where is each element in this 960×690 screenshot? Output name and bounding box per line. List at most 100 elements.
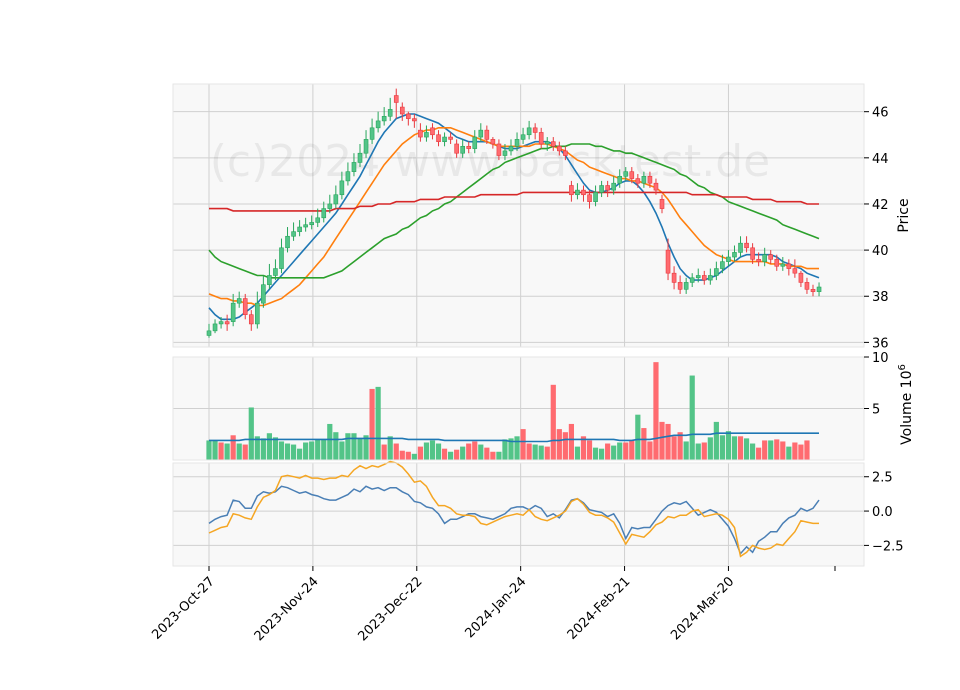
volume-bar [665,423,671,460]
volume-bar [641,428,647,460]
volume-bar [345,433,351,460]
candle [798,270,804,288]
x-tick-label: 2024-Feb-21 [565,574,634,643]
candle-body [768,254,774,260]
volume-bar [653,362,659,460]
volume-bar [423,442,430,460]
candle-body [255,302,260,325]
volume-average-line [209,432,819,443]
volume-bar [671,436,677,460]
candle-body [261,284,266,304]
volume-bar [605,443,611,460]
candle [248,310,254,331]
candle-body [701,275,707,281]
volume-bar [659,421,665,460]
candle-body [792,268,798,274]
volume-bar [792,442,798,460]
volume-bar [737,436,744,460]
candle-body [242,298,248,316]
volume-bar [405,451,411,460]
candle [297,220,302,237]
candle-body [514,139,520,147]
candle [641,171,647,188]
volume-bar [804,440,810,460]
volume-bar [448,451,454,460]
candle-body [786,263,792,269]
volume-bar [218,442,224,460]
candle-body [442,136,447,142]
candle-body [375,120,381,129]
candle-body [460,145,465,154]
candle [357,143,363,168]
candle [406,111,411,126]
candle-body [683,282,689,290]
watermark: (c)2024 www.backtest.de [210,136,770,187]
candle [671,266,677,290]
volume-bar [520,429,526,460]
volume-bar [466,443,472,460]
candle-body [665,249,671,274]
candle-body [756,259,761,262]
candle [321,201,327,223]
candle [454,139,459,158]
x-tick-label: 2023-Oct-27 [149,574,217,642]
oscillator-line-2 [208,460,819,558]
candle [285,227,290,253]
candle-body [291,231,296,237]
candle [557,141,562,156]
candle [478,123,484,142]
x-tick-label: 2024-Mar-20 [668,574,737,643]
candle-body [780,263,786,267]
volume-bar [375,386,381,460]
x-tick-label: 2023-Dec-22 [355,574,425,644]
volume-bar [242,444,248,460]
candle [550,137,556,151]
candle [695,268,701,283]
volume-bar [647,441,653,460]
candle-body [599,185,604,193]
candle-body [726,256,731,262]
volume-bar [786,446,792,460]
candle-body [575,189,580,196]
candle-body [526,127,532,136]
price-panel-bg [173,84,864,347]
candle [339,171,345,200]
candle [647,171,653,188]
volume-bar [556,429,562,460]
candle [291,222,296,241]
candle-body [587,194,592,202]
candle [436,130,441,147]
volume-bar [254,436,260,460]
candle [393,88,399,119]
volume-bar [798,444,804,460]
price-y-tick-label: 46 [872,106,889,121]
volume-bar [357,438,363,460]
candle-body [563,150,568,156]
candle [448,132,453,144]
volume-bar [731,436,738,460]
volume-bar [774,439,780,460]
candle [273,259,278,281]
candle-body [550,141,556,147]
candle [430,123,435,140]
volume-axis-exponent: 6 [897,364,908,370]
volume-bar [568,423,574,460]
candle-body [369,127,375,140]
candle-body [744,242,749,249]
candle [514,132,520,151]
candle-body [677,282,683,290]
candle-body [315,217,321,223]
candle [387,97,393,121]
volume-bar [768,440,774,460]
candle [677,275,683,294]
moving-average-line-4 [209,191,819,212]
candle-body [381,115,387,122]
oscillator-y-tick-label: 0.0 [872,505,893,520]
volume-bar [212,440,218,460]
volume-bar [538,445,544,460]
candle [381,107,387,126]
candle-body [750,247,755,260]
candle-body [206,330,212,336]
candle-body [538,132,544,145]
